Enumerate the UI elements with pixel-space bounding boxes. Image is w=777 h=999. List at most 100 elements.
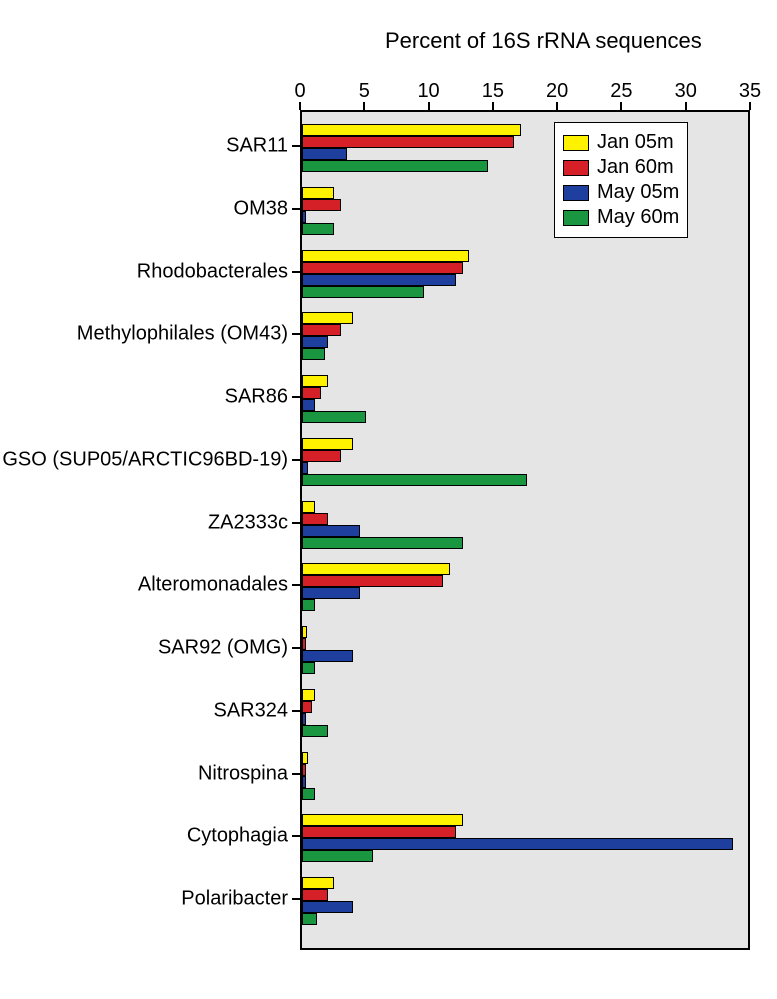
bar	[302, 901, 353, 913]
legend-item: Jan 60m	[563, 156, 679, 179]
legend-swatch	[563, 210, 589, 226]
legend-swatch	[563, 135, 589, 151]
y-tick	[292, 584, 300, 586]
x-tick-label: 35	[739, 80, 761, 103]
bar	[302, 650, 353, 662]
bar	[302, 764, 306, 776]
y-tick	[292, 333, 300, 335]
x-tick	[556, 102, 558, 110]
bar	[302, 788, 315, 800]
bar	[302, 348, 325, 360]
bar	[302, 725, 328, 737]
bar	[302, 537, 463, 549]
legend-swatch	[563, 160, 589, 176]
y-tick	[292, 459, 300, 461]
chart-title: Percent of 16S rRNA sequences	[385, 28, 702, 54]
bar	[302, 312, 353, 324]
x-tick-label: 25	[610, 80, 632, 103]
bar	[302, 599, 315, 611]
y-tick	[292, 396, 300, 398]
legend-swatch	[563, 185, 589, 201]
y-tick	[292, 773, 300, 775]
bar	[302, 575, 443, 587]
bar	[302, 877, 334, 889]
x-tick	[749, 102, 751, 110]
bar	[302, 438, 353, 450]
bar-chart: Jan 05mJan 60mMay 05mMay 60m Percent of 1…	[0, 20, 777, 979]
bar	[302, 136, 514, 148]
bar	[302, 889, 328, 901]
y-axis-label: Nitrospina	[198, 762, 288, 785]
bar	[302, 638, 306, 650]
bar	[302, 399, 315, 411]
plot-area: Jan 05mJan 60mMay 05mMay 60m	[300, 110, 750, 950]
bar	[302, 274, 456, 286]
x-tick	[299, 102, 301, 110]
x-tick	[685, 102, 687, 110]
bar	[302, 587, 360, 599]
y-axis-label: Alteromonadales	[138, 574, 288, 597]
y-axis-label: SAR324	[214, 699, 289, 722]
y-tick	[292, 710, 300, 712]
x-tick-label: 20	[546, 80, 568, 103]
y-tick	[292, 271, 300, 273]
bar	[302, 850, 373, 862]
bar	[302, 324, 341, 336]
y-axis-label: SAR92 (OMG)	[158, 637, 288, 660]
bar	[302, 160, 488, 172]
x-tick	[428, 102, 430, 110]
y-axis-label: GSO (SUP05/ARCTIC96BD-19)	[2, 448, 288, 471]
legend-label: Jan 05m	[597, 131, 674, 154]
legend-item: May 05m	[563, 181, 679, 204]
legend: Jan 05mJan 60mMay 05mMay 60m	[554, 122, 688, 238]
x-tick	[620, 102, 622, 110]
bar	[302, 563, 450, 575]
bar	[302, 474, 527, 486]
y-tick	[292, 647, 300, 649]
legend-label: May 60m	[597, 206, 679, 229]
bar	[302, 450, 341, 462]
legend-item: May 60m	[563, 206, 679, 229]
bar	[302, 826, 456, 838]
y-axis-label: OM38	[234, 197, 288, 220]
bar	[302, 913, 317, 925]
x-tick-label: 30	[675, 80, 697, 103]
bar	[302, 662, 315, 674]
bar	[302, 211, 306, 223]
y-axis-label: Rhodobacterales	[137, 260, 288, 283]
bar	[302, 411, 366, 423]
bar	[302, 187, 334, 199]
bar	[302, 814, 463, 826]
bar	[302, 375, 328, 387]
y-tick	[292, 145, 300, 147]
x-tick-label: 0	[294, 80, 305, 103]
bar	[302, 387, 321, 399]
bar	[302, 286, 424, 298]
bar	[302, 199, 341, 211]
legend-item: Jan 05m	[563, 131, 679, 154]
y-axis-label: Methylophilales (OM43)	[77, 323, 288, 346]
x-tick	[492, 102, 494, 110]
x-tick-label: 5	[359, 80, 370, 103]
x-tick-label: 10	[417, 80, 439, 103]
bar	[302, 752, 308, 764]
y-axis-label: Cytophagia	[187, 825, 288, 848]
legend-label: Jan 60m	[597, 156, 674, 179]
x-tick	[363, 102, 365, 110]
bar	[302, 838, 733, 850]
y-tick	[292, 835, 300, 837]
y-axis-label: Polaribacter	[181, 888, 288, 911]
bar	[302, 262, 463, 274]
bar	[302, 626, 307, 638]
bar	[302, 336, 328, 348]
bar	[302, 148, 347, 160]
bar	[302, 776, 306, 788]
y-axis-label: ZA2333c	[208, 511, 288, 534]
bar	[302, 223, 334, 235]
bar	[302, 501, 315, 513]
bar	[302, 689, 315, 701]
bar	[302, 525, 360, 537]
bar	[302, 713, 306, 725]
y-axis-label: SAR86	[225, 386, 288, 409]
x-tick-label: 15	[482, 80, 504, 103]
